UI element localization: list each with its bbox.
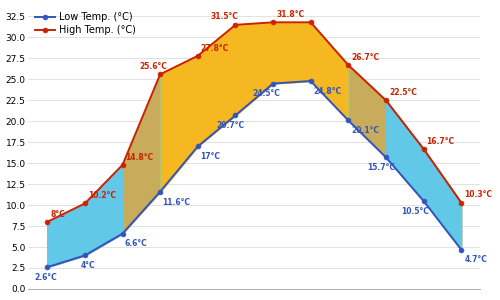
Text: 10.2°C: 10.2°C	[88, 191, 116, 200]
Text: 20.1°C: 20.1°C	[352, 126, 380, 135]
Text: 16.7°C: 16.7°C	[426, 136, 454, 146]
Text: 17°C: 17°C	[200, 152, 220, 161]
Text: 14.8°C: 14.8°C	[126, 152, 154, 161]
Text: 27.8°C: 27.8°C	[201, 44, 229, 52]
Text: 6.6°C: 6.6°C	[124, 239, 147, 248]
Text: 2.6°C: 2.6°C	[34, 273, 57, 282]
Text: 20.7°C: 20.7°C	[216, 121, 244, 130]
Text: 31.5°C: 31.5°C	[211, 13, 239, 22]
Text: 4.7°C: 4.7°C	[464, 255, 487, 264]
Text: 4°C: 4°C	[81, 261, 96, 270]
Text: 25.6°C: 25.6°C	[140, 62, 168, 71]
Text: 10.5°C: 10.5°C	[401, 207, 429, 216]
Text: 11.6°C: 11.6°C	[162, 198, 190, 207]
Text: 24.5°C: 24.5°C	[252, 89, 280, 98]
Text: 10.3°C: 10.3°C	[464, 190, 492, 199]
Text: 8°C: 8°C	[50, 209, 65, 218]
Legend: Low Temp. (°C), High Temp. (°C): Low Temp. (°C), High Temp. (°C)	[34, 11, 138, 37]
Text: 15.7°C: 15.7°C	[367, 163, 395, 172]
Text: 22.5°C: 22.5°C	[389, 88, 417, 97]
Text: 26.7°C: 26.7°C	[352, 53, 380, 62]
Text: 24.8°C: 24.8°C	[314, 87, 342, 96]
Text: 31.8°C: 31.8°C	[276, 10, 304, 19]
